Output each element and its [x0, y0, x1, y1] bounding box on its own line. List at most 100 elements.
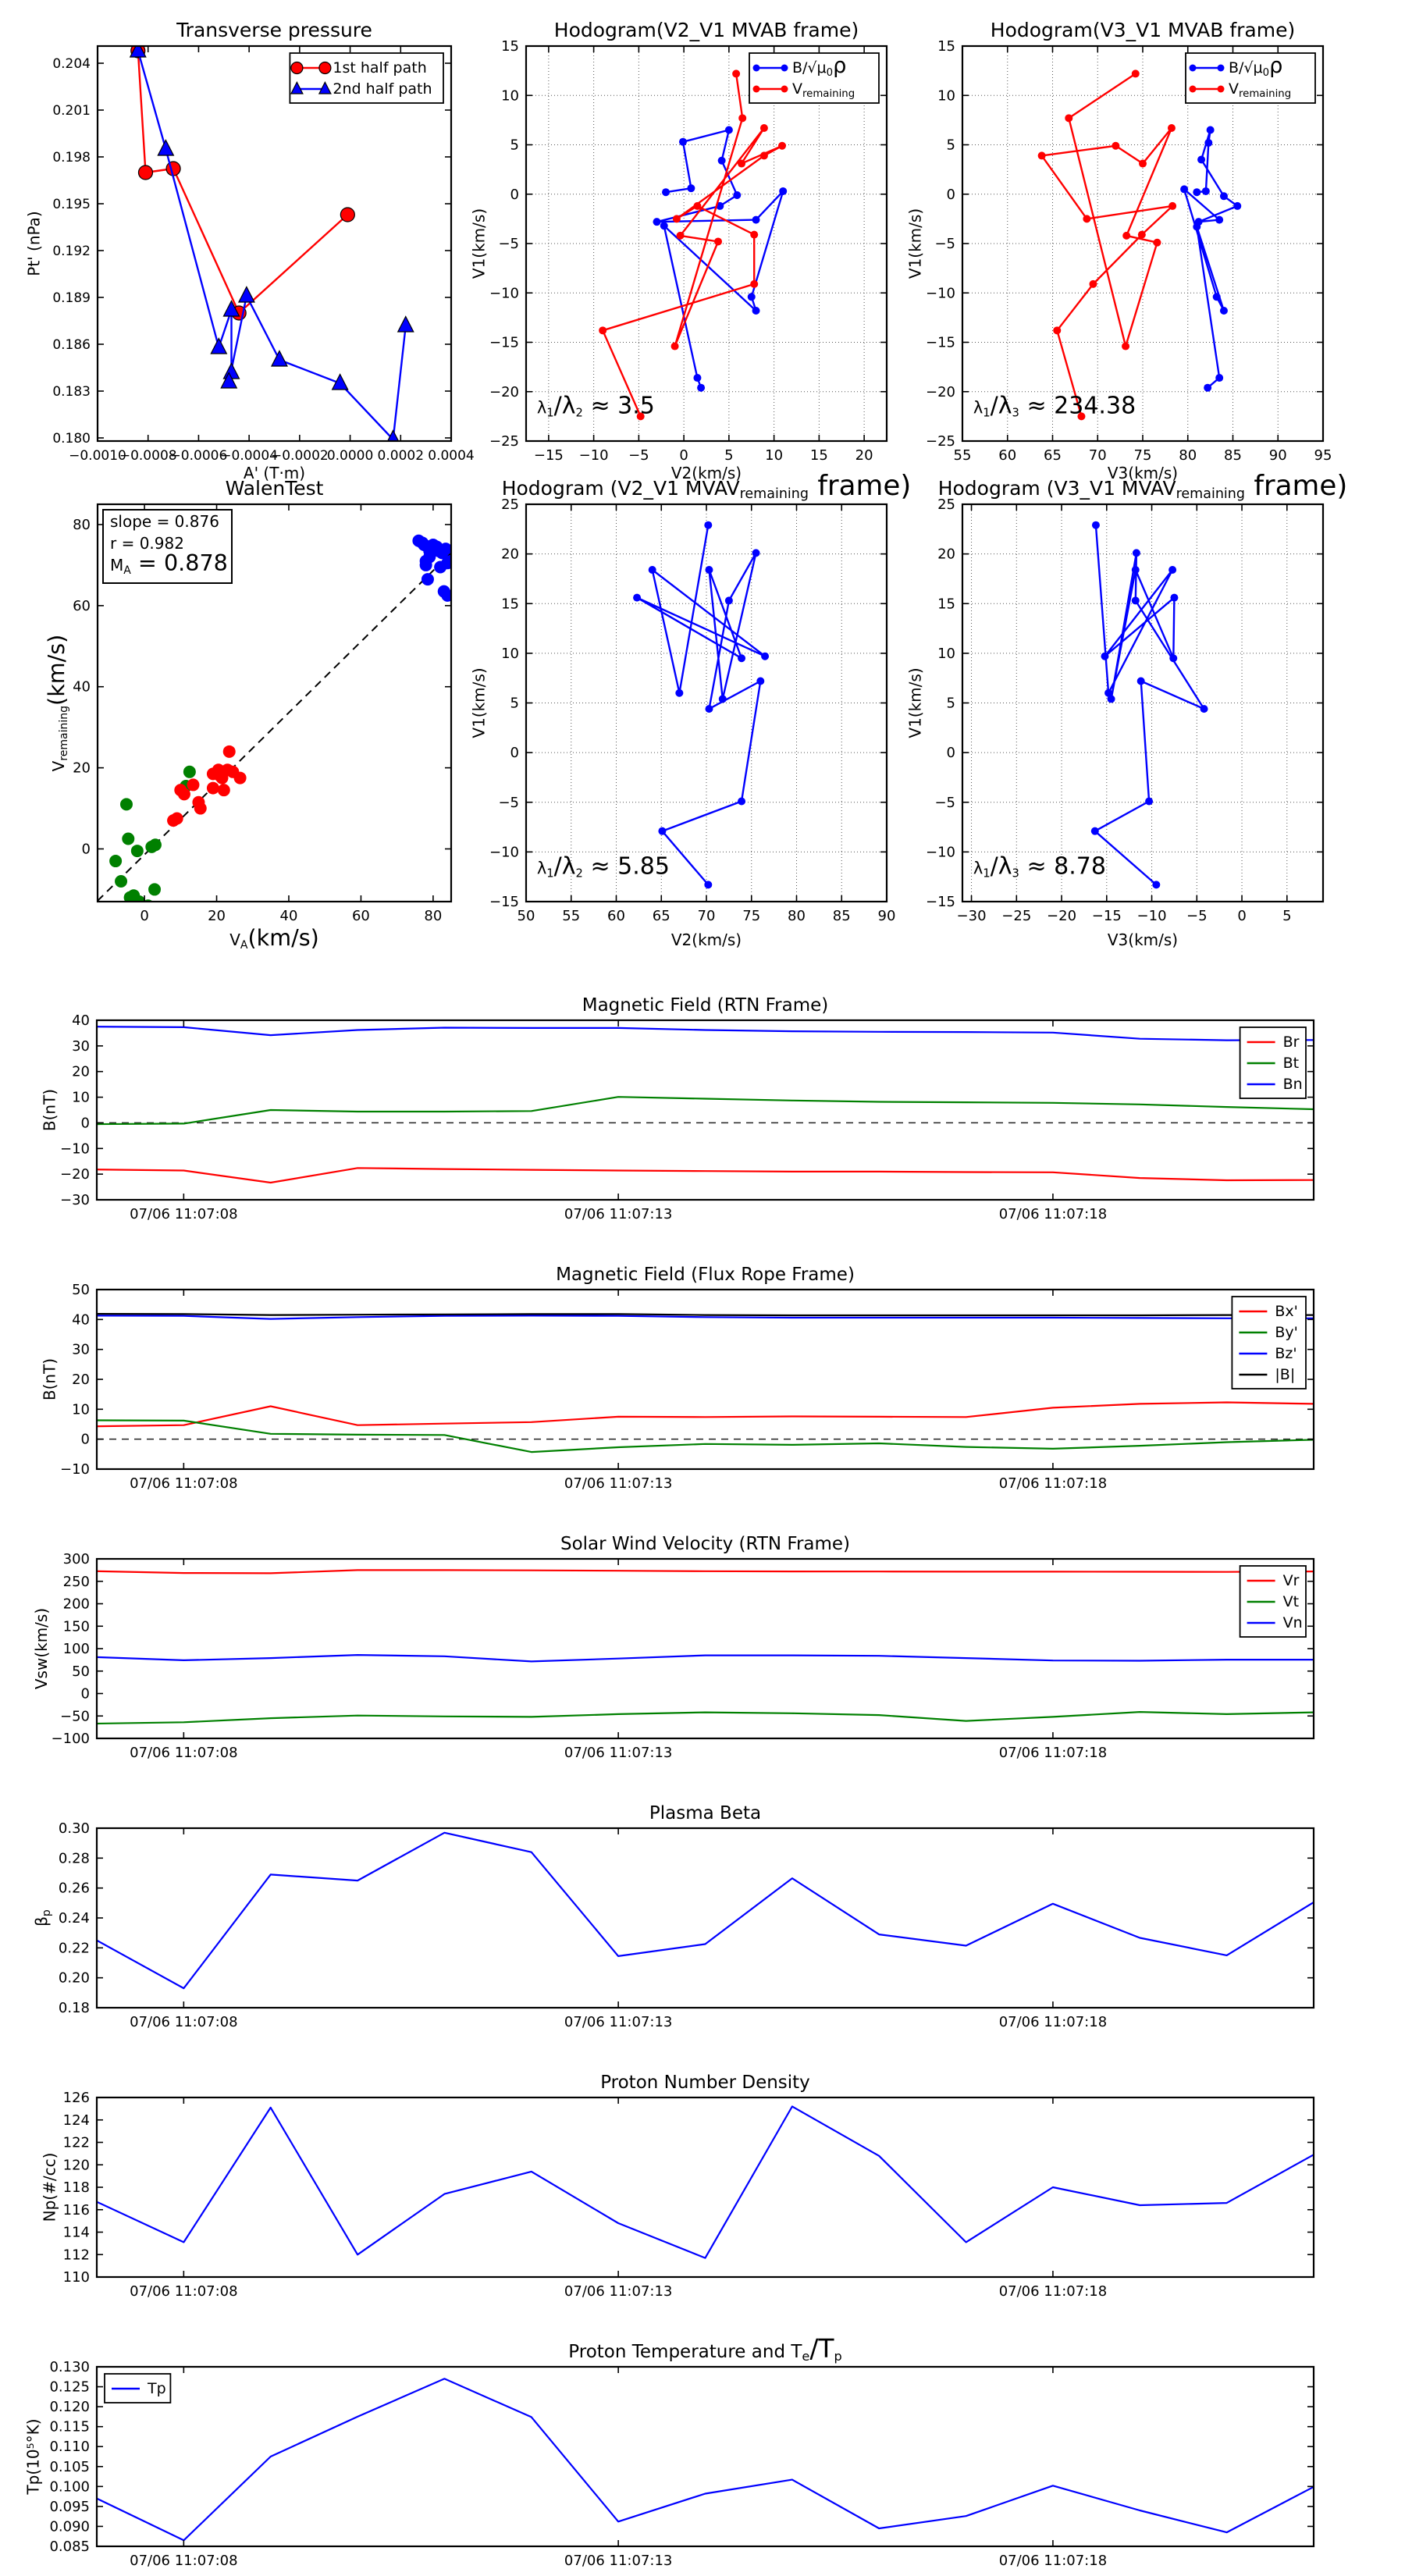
svg-text:Vt: Vt	[1283, 1593, 1299, 1610]
svg-text:By': By'	[1275, 1324, 1298, 1341]
svg-text:0.201: 0.201	[52, 103, 91, 119]
svg-text:40: 40	[73, 679, 91, 696]
axes-frame	[95, 1019, 1315, 1201]
svg-text:116: 116	[63, 2202, 90, 2218]
chart-proton-number-density: 07/06 11:07:08 07/06 11:07:13 07/06 11:07:…	[0, 2049, 1405, 2318]
svg-text:slope = 0.876: slope = 0.876	[110, 512, 219, 531]
svg-text:Tp: Tp	[147, 2380, 166, 2397]
svg-text:40: 40	[72, 1311, 90, 1328]
lambda-annotation: λ1/λ2 ≈ 5.85	[537, 852, 670, 880]
svg-text:0.189: 0.189	[52, 290, 91, 306]
series-V-remaining-markers	[599, 69, 787, 421]
x-axis-label: V3(km/s)	[1108, 464, 1178, 482]
x-tick-labels: −15 −10 −5 0 5 10 15 20	[534, 447, 873, 464]
svg-text:90: 90	[878, 908, 896, 924]
svg-text:118: 118	[63, 2179, 90, 2196]
svg-text:0.26: 0.26	[59, 1880, 90, 1897]
svg-text:07/06 11:07:13: 07/06 11:07:13	[564, 2014, 672, 2030]
svg-text:5: 5	[510, 137, 519, 154]
y-axis-label: Np(#/cc)	[41, 2153, 59, 2222]
svg-text:0.30: 0.30	[59, 1820, 90, 1837]
series-Np-line	[97, 2105, 1314, 2259]
svg-text:20: 20	[208, 908, 226, 924]
series-B-alfven-line	[1183, 129, 1239, 389]
svg-text:07/06 11:07:13: 07/06 11:07:13	[564, 2553, 672, 2569]
grid	[525, 503, 887, 902]
chart-plasma-beta: 07/06 11:07:08 07/06 11:07:13 07/06 11:07:…	[0, 1780, 1405, 2049]
svg-text:−0.0004: −0.0004	[220, 448, 278, 464]
series-Vn-line	[97, 1654, 1314, 1663]
svg-text:55: 55	[954, 447, 972, 464]
svg-text:120: 120	[63, 2157, 90, 2173]
svg-text:0.085: 0.085	[49, 2539, 90, 2555]
svg-text:200: 200	[63, 1596, 90, 1613]
transverse-pressure: −0.0010−0.0008−0.0006−0.0004−0.00020.000…	[25, 19, 475, 482]
svg-text:0.192: 0.192	[52, 244, 91, 259]
svg-text:0.095: 0.095	[49, 2499, 90, 2515]
y-tick-labels: 0 20 40 60 80	[73, 517, 91, 858]
y-tick-labels: −25 −20 −15 −10 −5 0 5 10 15	[926, 38, 955, 450]
svg-text:−5: −5	[628, 447, 649, 464]
svg-text:07/06 11:07:18: 07/06 11:07:18	[999, 2014, 1107, 2030]
axes-frame	[95, 1557, 1315, 1740]
x-axis-label: V2(km/s)	[671, 464, 742, 482]
svg-text:−30: −30	[60, 1192, 90, 1208]
svg-text:0.110: 0.110	[49, 2439, 90, 2455]
svg-text:07/06 11:07:08: 07/06 11:07:08	[130, 1745, 237, 1761]
x-tick-labels: 07/06 11:07:08 07/06 11:07:13 07/06 11:07:…	[130, 1745, 1107, 1761]
y-tick-labels: 0.180 0.183 0.186 0.189 0.192 0.195 0.198 0.201…	[52, 56, 91, 447]
svg-text:07/06 11:07:18: 07/06 11:07:18	[999, 1745, 1107, 1761]
chart-magnetic-field-rtn: 07/06 11:07:08 07/06 11:07:13 07/06 11:07:…	[0, 972, 1405, 1241]
svg-text:−10: −10	[926, 844, 955, 860]
series-group	[97, 1831, 1314, 1990]
series-V-path-line	[635, 525, 767, 886]
svg-text:−25: −25	[489, 433, 519, 450]
grid	[962, 503, 1323, 902]
series-Tp-line	[97, 2378, 1314, 2542]
svg-text:−0.0010: −0.0010	[69, 448, 126, 464]
svg-text:60: 60	[607, 908, 625, 924]
series-group	[97, 1313, 1314, 1453]
series-V-remaining-line	[602, 73, 784, 417]
y-axis-label: Vremaining(km/s)	[43, 635, 70, 772]
svg-text:25: 25	[937, 496, 955, 513]
svg-text:B/√μ0ρ: B/√μ0ρ	[1229, 54, 1282, 79]
svg-text:5: 5	[947, 137, 955, 154]
svg-text:−5: −5	[934, 795, 955, 811]
svg-text:65: 65	[653, 908, 670, 924]
svg-text:10: 10	[501, 646, 519, 662]
series-2nd-half-path-line	[137, 50, 407, 441]
svg-text:−20: −20	[1047, 908, 1076, 924]
svg-text:65: 65	[1044, 447, 1062, 464]
svg-text:0: 0	[81, 1115, 90, 1131]
chart-hodogram-v3v1-mvav: −30 −25 −20 −15 −10 −5 0 5 −15 −10 −5 0 5 10 15 20 25 Hod…	[880, 468, 1380, 952]
chart-title: Hodogram (V3_V1 MVAVremaining frame)	[938, 470, 1348, 502]
svg-text:112: 112	[63, 2247, 90, 2263]
svg-text:75: 75	[1134, 447, 1152, 464]
svg-text:10: 10	[501, 87, 519, 104]
svg-text:−15: −15	[489, 894, 519, 910]
svg-text:−5: −5	[498, 795, 519, 811]
svg-text:0.130: 0.130	[49, 2359, 90, 2375]
svg-text:|B|: |B|	[1275, 1366, 1295, 1383]
grid	[962, 45, 1324, 442]
svg-text:2nd half path: 2nd half path	[333, 80, 432, 98]
x-axis-label: V2(km/s)	[671, 930, 742, 949]
svg-text:70: 70	[1089, 447, 1107, 464]
svg-text:−25: −25	[926, 433, 955, 450]
series-group	[97, 1026, 1314, 1184]
svg-text:1st half path: 1st half path	[333, 59, 426, 76]
svg-text:50: 50	[72, 1663, 90, 1680]
svg-text:15: 15	[937, 596, 955, 612]
svg-text:50: 50	[72, 1282, 90, 1298]
svg-text:0.115: 0.115	[49, 2419, 90, 2435]
x-axis-label: A' (T·m)	[244, 464, 305, 482]
svg-text:95: 95	[1314, 447, 1332, 464]
magnetic-field-flux-rope: 07/06 11:07:08 07/06 11:07:13 07/06 11:07:…	[41, 1265, 1315, 1492]
legend: 1st half path 2nd half path	[289, 52, 444, 104]
svg-text:−10: −10	[60, 1461, 90, 1478]
svg-text:80: 80	[1179, 447, 1197, 464]
lambda-annotation: λ1/λ3 ≈ 8.78	[973, 852, 1106, 880]
svg-text:−50: −50	[60, 1708, 90, 1724]
